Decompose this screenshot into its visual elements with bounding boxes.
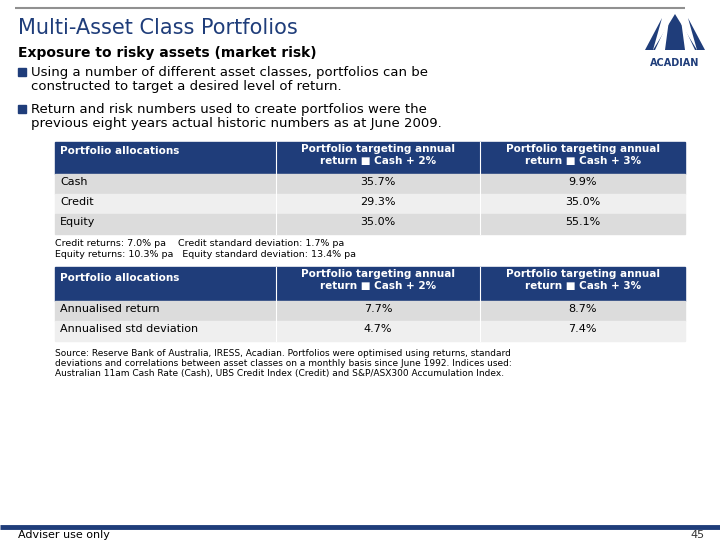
Text: Annualised std deviation: Annualised std deviation bbox=[60, 324, 198, 334]
Text: 7.4%: 7.4% bbox=[568, 324, 597, 334]
Polygon shape bbox=[688, 18, 705, 50]
Text: 9.9%: 9.9% bbox=[568, 177, 597, 187]
Text: 35.0%: 35.0% bbox=[565, 197, 600, 207]
Text: Portfolio targeting annual
return ■ Cash + 3%: Portfolio targeting annual return ■ Cash… bbox=[505, 144, 660, 166]
Text: 8.7%: 8.7% bbox=[568, 304, 597, 314]
Polygon shape bbox=[653, 14, 697, 50]
Polygon shape bbox=[645, 18, 662, 50]
Text: Credit returns: 7.0% pa    Credit standard deviation: 1.7% pa: Credit returns: 7.0% pa Credit standard … bbox=[55, 239, 344, 248]
Text: Portfolio allocations: Portfolio allocations bbox=[60, 273, 179, 283]
Bar bbox=[18, 68, 26, 76]
Text: Exposure to risky assets (market risk): Exposure to risky assets (market risk) bbox=[18, 46, 317, 60]
Text: Multi-Asset Class Portfolios: Multi-Asset Class Portfolios bbox=[18, 18, 298, 38]
Bar bbox=[55, 321, 685, 341]
Bar bbox=[55, 301, 685, 321]
Text: Return and risk numbers used to create portfolios were the: Return and risk numbers used to create p… bbox=[31, 103, 427, 116]
Text: Australian 11am Cash Rate (Cash), UBS Credit Index (Credit) and S&P/ASX300 Accum: Australian 11am Cash Rate (Cash), UBS Cr… bbox=[55, 369, 504, 378]
Bar bbox=[55, 142, 685, 174]
Text: 35.0%: 35.0% bbox=[360, 217, 395, 227]
Polygon shape bbox=[681, 20, 695, 50]
Bar bbox=[55, 267, 685, 301]
Bar bbox=[55, 174, 685, 194]
Text: Using a number of different asset classes, portfolios can be: Using a number of different asset classe… bbox=[31, 66, 428, 79]
Text: Portfolio targeting annual
return ■ Cash + 3%: Portfolio targeting annual return ■ Cash… bbox=[505, 269, 660, 292]
Bar bbox=[55, 194, 685, 214]
Text: Portfolio allocations: Portfolio allocations bbox=[60, 146, 179, 156]
Text: 45: 45 bbox=[691, 530, 705, 540]
Polygon shape bbox=[655, 20, 669, 50]
Text: constructed to target a desired level of return.: constructed to target a desired level of… bbox=[31, 80, 341, 93]
Text: deviations and correlations between asset classes on a monthly basis since June : deviations and correlations between asse… bbox=[55, 359, 512, 368]
Text: 35.7%: 35.7% bbox=[360, 177, 395, 187]
Text: Annualised return: Annualised return bbox=[60, 304, 160, 314]
Text: Portfolio targeting annual
return ■ Cash + 2%: Portfolio targeting annual return ■ Cash… bbox=[301, 269, 455, 292]
Text: previous eight years actual historic numbers as at June 2009.: previous eight years actual historic num… bbox=[31, 117, 442, 130]
Text: 4.7%: 4.7% bbox=[364, 324, 392, 334]
Text: Credit: Credit bbox=[60, 197, 94, 207]
Text: 55.1%: 55.1% bbox=[565, 217, 600, 227]
Text: Equity: Equity bbox=[60, 217, 95, 227]
Text: Cash: Cash bbox=[60, 177, 88, 187]
Text: 7.7%: 7.7% bbox=[364, 304, 392, 314]
Text: Equity returns: 10.3% pa   Equity standard deviation: 13.4% pa: Equity returns: 10.3% pa Equity standard… bbox=[55, 250, 356, 259]
Text: Source: Reserve Bank of Australia, IRESS, Acadian. Portfolios were optimised usi: Source: Reserve Bank of Australia, IRESS… bbox=[55, 349, 511, 358]
Text: ACADIAN: ACADIAN bbox=[650, 58, 700, 68]
Bar bbox=[55, 214, 685, 234]
Text: Adviser use only: Adviser use only bbox=[18, 530, 110, 540]
Text: 29.3%: 29.3% bbox=[360, 197, 395, 207]
Text: Portfolio targeting annual
return ■ Cash + 2%: Portfolio targeting annual return ■ Cash… bbox=[301, 144, 455, 166]
Bar bbox=[18, 105, 26, 113]
